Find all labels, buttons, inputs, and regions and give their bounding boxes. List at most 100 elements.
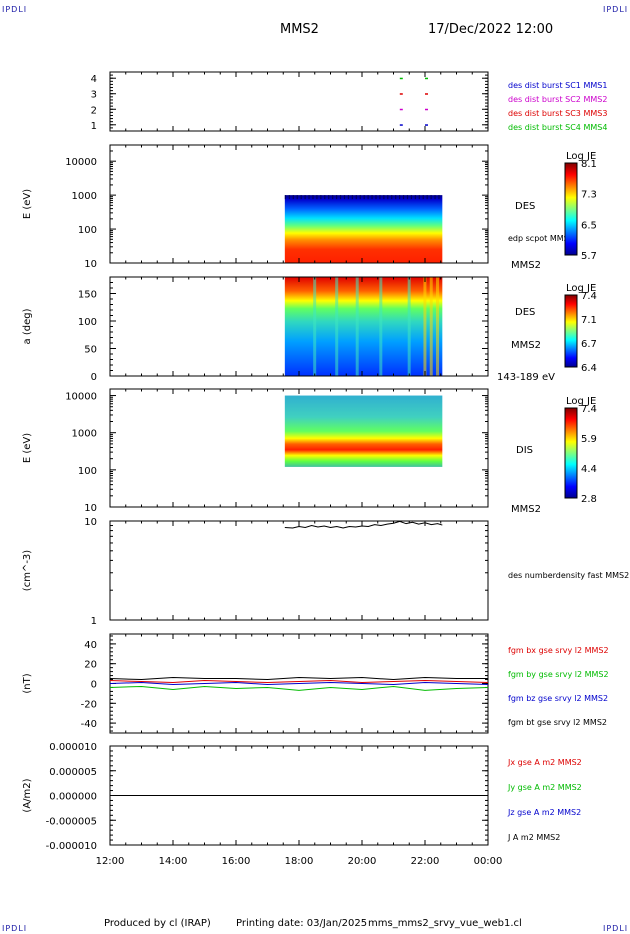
footer-print-date: Printing date: 03/Jan/2025	[236, 918, 368, 929]
panel-frame-0	[109, 71, 489, 132]
y-tick-label: 20	[84, 660, 97, 671]
b-legend-entry: fgm bt gse srvy l2 MMS2	[508, 718, 607, 727]
y-tick-label: 1000	[72, 191, 97, 202]
colorbar-tick-label: 7.4	[581, 291, 597, 302]
colorbar-tick-label: 6.7	[581, 339, 597, 350]
colorbar-tick-label: 2.8	[581, 494, 597, 505]
spectrogram-top-edge	[343, 195, 346, 200]
burst-legend-entry: des dist burst SC1 MMS1	[508, 81, 607, 90]
colorbar-tick-label: 6.4	[581, 363, 597, 374]
j-legend-entry: J A m2 MMS2	[507, 833, 560, 842]
corner-label-top-left: IPDLI	[2, 5, 28, 14]
scpot-label: edp scpot MMS2	[508, 234, 574, 243]
burst-mark	[425, 77, 428, 80]
colorbar-title: Log JE	[566, 151, 596, 162]
y-tick-label: 10000	[65, 392, 97, 403]
y-tick-label: 0.000000	[49, 792, 97, 803]
b-field-line	[109, 680, 489, 684]
y-tick-label: 50	[84, 345, 97, 356]
colorbar-tick-label: 7.1	[581, 315, 597, 326]
y-axis-label: E (eV)	[22, 189, 33, 219]
j-legend-entry: Jy gse A m2 MMS2	[507, 783, 582, 792]
j-legend-entry: Jz gse A m2 MMS2	[507, 808, 581, 817]
pitch-streak	[429, 277, 433, 376]
pitch-streak	[423, 277, 427, 376]
spectrogram-top-edge	[316, 195, 318, 200]
colorbar-tick-label: 4.4	[581, 464, 597, 475]
footer-filename: mms_mms2_srvy_vue_web1.cl	[368, 918, 522, 929]
b-field-line	[109, 682, 489, 685]
y-tick-label: 0	[91, 680, 97, 691]
colorbar	[564, 407, 578, 499]
y-tick-label: 100	[78, 225, 97, 236]
y-tick-label: 0	[91, 372, 97, 383]
burst-mark	[399, 124, 403, 126]
time-tick-label: 20:00	[348, 856, 377, 867]
spectrogram-top-edge	[347, 195, 350, 200]
spectrogram-top-edge	[434, 195, 436, 200]
energy-range-label: 143-189 eV	[497, 372, 555, 383]
y-tick-label: 0.000005	[49, 767, 97, 778]
y-tick-label: 100	[78, 466, 97, 477]
time-tick-label: 14:00	[159, 856, 188, 867]
spectrogram-top-edge	[284, 195, 287, 200]
spectrogram-top-edge	[355, 195, 357, 200]
spectrogram-top-edge	[320, 195, 322, 200]
burst-legend-entry: des dist burst SC2 MMS2	[508, 95, 607, 104]
corner-label-bottom-left: IPDLI	[2, 924, 28, 933]
spectrogram-top-edge	[312, 195, 314, 200]
y-axis-label: (nT)	[22, 673, 33, 693]
spectrogram-top-edge	[383, 195, 385, 200]
density-legend: des numberdensity fast MMS2	[508, 571, 629, 580]
spectrogram-top-edge	[328, 195, 330, 200]
spectrogram-top-edge	[414, 195, 416, 200]
spectrogram-top-edge	[288, 195, 290, 200]
spectrogram-top-edge	[438, 195, 440, 200]
pitch-streak	[313, 277, 317, 376]
spectrogram-top-edge	[375, 195, 377, 200]
y-tick-label: 1000	[72, 429, 97, 440]
corner-label-top-right: IPDLI	[603, 5, 629, 14]
y-tick-label: 40	[84, 640, 97, 651]
dis-label: DIS	[516, 445, 533, 456]
spectrogram-top-edge	[430, 195, 432, 200]
b-legend-entry: fgm bx gse srvy l2 MMS2	[508, 646, 609, 655]
burst-mark	[399, 77, 403, 80]
spectrogram-top-edge	[351, 195, 353, 200]
burst-mark	[425, 124, 428, 126]
y-tick-label: 3	[91, 90, 97, 101]
colorbar-tick-label: 7.3	[581, 190, 597, 201]
spectrogram-top-edge	[359, 195, 361, 200]
pitch-streak	[335, 277, 339, 376]
y-tick-label: 100	[78, 317, 97, 328]
y-tick-label: 150	[78, 290, 97, 301]
spectrogram-top-edge	[371, 195, 373, 200]
time-tick-label: 16:00	[222, 856, 251, 867]
mms2-label: MMS2	[511, 340, 541, 351]
burst-mark	[399, 108, 403, 111]
spectrogram-top-edge	[402, 195, 405, 200]
pitch-streak	[436, 277, 440, 376]
y-tick-label: 1	[91, 616, 97, 627]
spectrogram-top-edge	[300, 195, 302, 200]
b-field-line	[109, 677, 488, 681]
colorbar-tick-label: 7.4	[581, 404, 597, 415]
spectrogram-top-edge	[336, 195, 338, 200]
spectrogram-top-edge	[363, 195, 365, 200]
spectrogram-top-edge	[379, 195, 381, 200]
b-field-line	[109, 685, 489, 691]
panel-frame-4	[109, 520, 489, 621]
y-axis-label: E (eV)	[22, 433, 33, 463]
y-tick-label: 1	[91, 121, 97, 132]
des-label: DES	[515, 201, 535, 212]
time-tick-label: 12:00	[96, 856, 125, 867]
des-label: DES	[515, 307, 535, 318]
spectrogram-top-edge	[395, 195, 397, 200]
pitch-streak	[379, 277, 383, 376]
colorbar	[564, 162, 578, 256]
spectrogram-top-edge	[367, 195, 369, 200]
spectrogram-top-edge	[406, 195, 409, 200]
y-tick-label: 10	[84, 259, 97, 270]
burst-legend-entry: des dist burst SC4 MMS4	[508, 123, 607, 132]
